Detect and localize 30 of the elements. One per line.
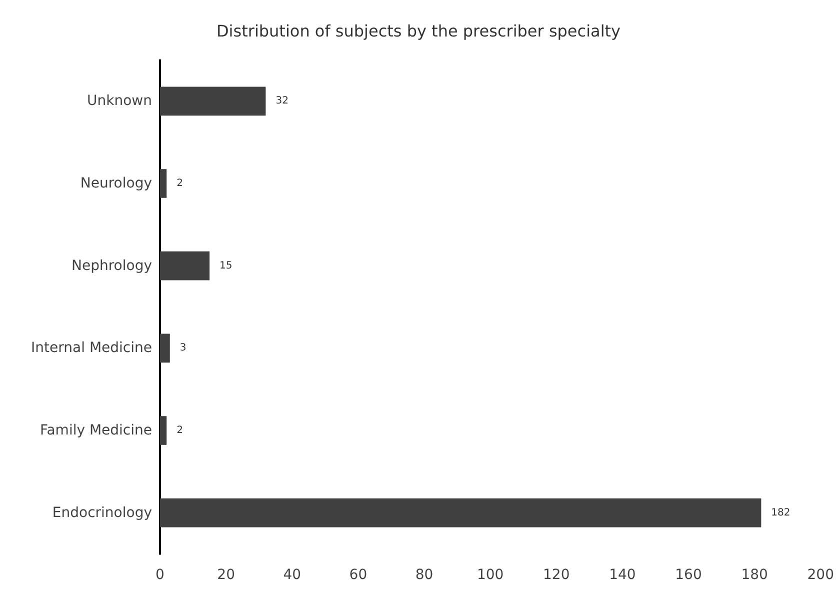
x-tick-label: 100 — [476, 567, 504, 583]
bar — [160, 169, 167, 198]
data-label: 2 — [176, 178, 183, 189]
bar — [160, 498, 762, 528]
x-tick-label: 0 — [156, 567, 164, 583]
bar — [160, 416, 167, 445]
x-tick-label: 20 — [217, 567, 235, 583]
x-tick-label: 80 — [415, 567, 434, 583]
y-tick-label: Family Medicine — [40, 422, 152, 438]
data-label: 3 — [180, 342, 186, 354]
data-label: 182 — [771, 507, 790, 518]
x-tick-label: 60 — [349, 567, 368, 583]
bar — [160, 334, 170, 363]
data-label: 15 — [220, 260, 232, 272]
x-tick-label: 180 — [741, 567, 768, 583]
data-label: 32 — [276, 96, 288, 107]
chart-title: Distribution of subjects by the prescriber specialty — [216, 22, 621, 40]
y-tick-label: Neurology — [80, 176, 152, 192]
y-tick-label: Nephrology — [72, 258, 152, 274]
x-tick-label: 200 — [807, 567, 834, 583]
data-label: 2 — [176, 425, 183, 436]
x-tick-label: 120 — [543, 567, 570, 583]
y-tick-label: Unknown — [87, 93, 152, 110]
bar — [160, 86, 266, 116]
y-tick-label: Endocrinology — [52, 504, 152, 521]
x-tick-label: 160 — [675, 567, 702, 583]
x-tick-label: 140 — [609, 567, 636, 583]
x-tick-label: 40 — [283, 567, 302, 583]
y-tick-label: Internal Medicine — [31, 340, 152, 356]
bar — [160, 251, 210, 280]
